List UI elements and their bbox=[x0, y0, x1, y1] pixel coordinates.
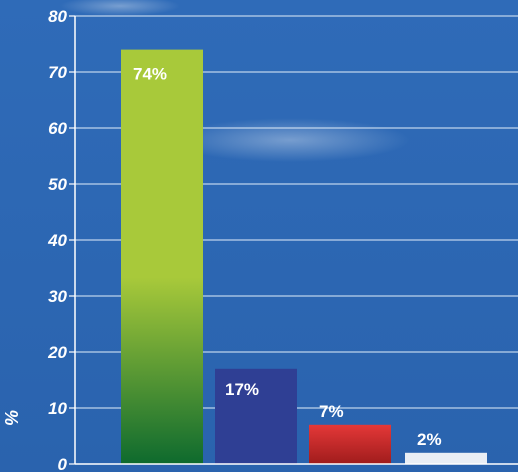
cloud-decoration bbox=[60, 0, 180, 16]
cloud-decoration bbox=[170, 118, 410, 162]
y-tick-label: 80 bbox=[48, 7, 67, 26]
bar-3 bbox=[309, 424, 391, 464]
data-labels: 74% 17% 7% 2% bbox=[133, 65, 442, 449]
y-tick-label: 60 bbox=[48, 119, 67, 138]
bar-1 bbox=[121, 49, 203, 464]
bar-3-data-label: 7% bbox=[319, 402, 344, 421]
bar-4-data-label: 2% bbox=[417, 430, 442, 449]
bar-4 bbox=[405, 452, 487, 464]
y-tick-label: 50 bbox=[48, 175, 67, 194]
y-tick-label: 40 bbox=[47, 231, 67, 250]
y-axis-label: % bbox=[2, 410, 22, 426]
bars bbox=[121, 49, 487, 464]
bar-2 bbox=[215, 368, 297, 464]
y-tick-label: 70 bbox=[48, 63, 67, 82]
y-tick-label: 30 bbox=[48, 287, 67, 306]
bar-2-data-label: 17% bbox=[225, 380, 259, 399]
y-tick-label: 20 bbox=[47, 343, 67, 362]
bar-1-data-label: 74% bbox=[133, 65, 167, 84]
y-tick-label: 0 bbox=[58, 455, 68, 472]
y-axis-ticks: 0 10 20 30 40 50 60 70 80 bbox=[47, 7, 75, 472]
y-tick-label: 10 bbox=[48, 399, 67, 418]
